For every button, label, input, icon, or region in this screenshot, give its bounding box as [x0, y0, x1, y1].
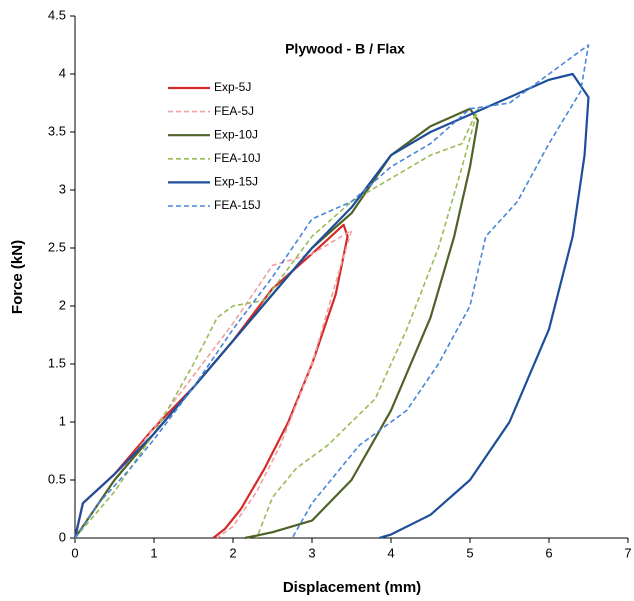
- x-tick-label: 6: [545, 545, 552, 560]
- legend-label: FEA-15J: [214, 198, 261, 212]
- x-tick-label: 4: [387, 545, 394, 560]
- y-tick-label: 2.5: [48, 239, 66, 254]
- legend-label: Exp-15J: [214, 175, 258, 189]
- y-tick-label: 3: [59, 181, 66, 196]
- series-line: [74, 108, 479, 539]
- chart-title: Plywood - B / Flax: [285, 41, 405, 57]
- legend-label: FEA-10J: [214, 151, 261, 165]
- y-tick-label: 3.5: [48, 123, 66, 138]
- x-tick-label: 0: [71, 545, 78, 560]
- x-tick-label: 2: [229, 545, 236, 560]
- legend-label: Exp-5J: [214, 80, 251, 94]
- series-line: [73, 223, 349, 539]
- legend-label: Exp-10J: [214, 127, 258, 141]
- y-tick-label: 0: [59, 529, 66, 544]
- x-tick-label: 5: [466, 545, 473, 560]
- legend: Exp-5J FEA-5J Exp-10J FEA-10J Exp-15J FEA-15J: [168, 80, 261, 212]
- x-tick-label: 1: [150, 545, 157, 560]
- series-line: [74, 107, 479, 540]
- series-line: [74, 229, 353, 539]
- y-tick-label: 4.5: [48, 7, 66, 22]
- series-line: [74, 44, 590, 539]
- x-tick-label: 3: [308, 545, 315, 560]
- x-axis-title: Displacement (mm): [283, 579, 421, 596]
- y-tick-label: 2: [59, 297, 66, 312]
- x-tick-label: 7: [624, 545, 631, 560]
- y-tick-label: 1: [59, 413, 66, 428]
- legend-label: FEA-5J: [214, 104, 254, 118]
- y-tick-label: 0.5: [48, 471, 66, 486]
- y-axis-title: Force (kN): [9, 240, 26, 314]
- y-tick-label: 1.5: [48, 355, 66, 370]
- y-tick-label: 4: [59, 65, 66, 80]
